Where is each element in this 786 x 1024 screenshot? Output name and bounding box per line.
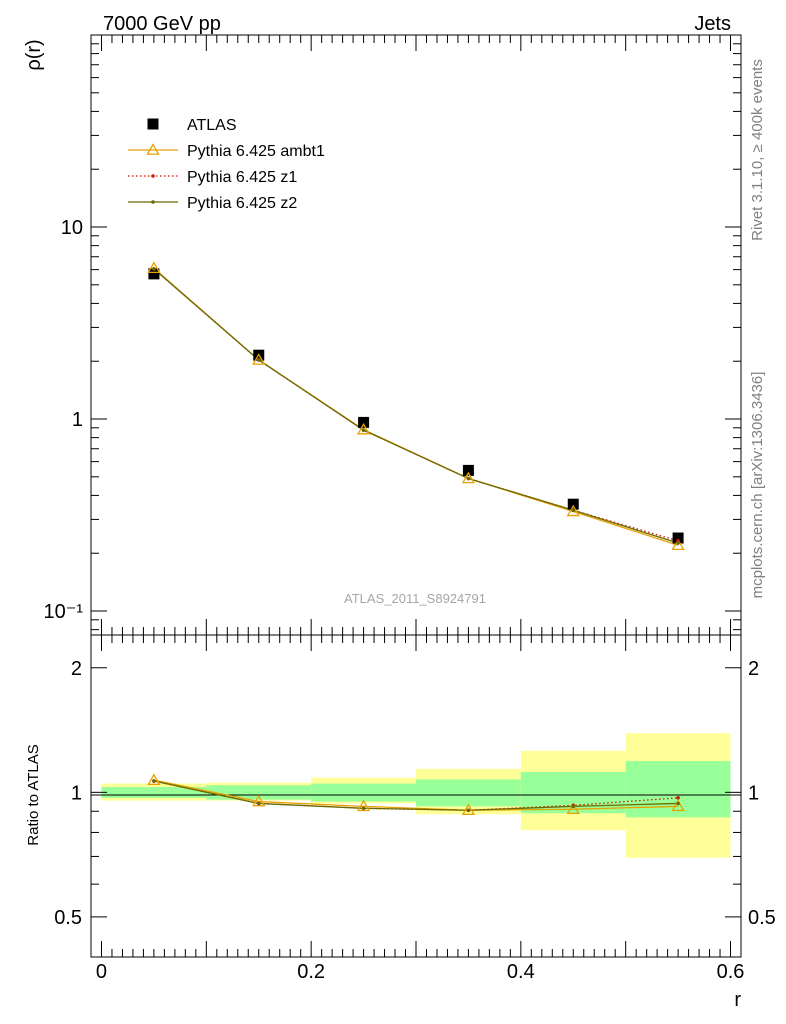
main-point-3-3: [466, 476, 471, 481]
ratio-band-inner: [625, 761, 731, 818]
ratio-panel: 0.5 0.5 1 1 2 2 0 0.2 0.4 0.6 Ratio to ATLAS r: [25, 35, 776, 1011]
header-right: Jets: [694, 13, 731, 35]
main-point-0-5: [672, 532, 684, 544]
ratio-ytick-label-right: 0.5: [748, 907, 776, 929]
main-marks: [147, 261, 685, 551]
ratio-ytick-label-right: 2: [748, 658, 759, 680]
legend-marker-0: [147, 118, 159, 130]
rivet-label-group: Rivet 3.1.10, ≥ 400k events: [749, 59, 766, 241]
ratio-point-0-3: [461, 803, 476, 816]
main-ytick-label: 10⁻¹: [44, 601, 84, 623]
main-point-0-2: [358, 416, 370, 428]
main-series-line-1: [153, 267, 679, 546]
x-axis-label: r: [734, 989, 741, 1011]
main-ytick-label: 1: [72, 409, 83, 431]
ratio-marks: [147, 773, 685, 816]
ratio-point-0-0: [147, 773, 161, 785]
main-ylabel: ρ(r): [23, 39, 45, 70]
x-tick-label: 0.4: [507, 961, 535, 983]
ratio-yticks: 0.5 0.5 1 1 2 2: [54, 658, 776, 958]
legend: ATLAS Pythia 6.425 ambt1 Pythia 6.425 z1 Py…: [128, 117, 325, 212]
main-panel: ATLAS_2011_S8924791 ρ(r) 10⁻¹ 1 10 ATLAS Py…: [23, 34, 742, 636]
ratio-ylabel: Ratio to ATLAS: [25, 744, 42, 845]
xticks: 0 0.2 0.4 0.6: [96, 35, 745, 983]
legend-label-3: Pythia 6.425 z2: [187, 195, 297, 212]
main-point-0-0: [148, 268, 160, 280]
legend-label-0: ATLAS: [187, 117, 237, 134]
main-point-1-3: [461, 471, 476, 484]
legend-marker-2: [151, 174, 155, 178]
ratio-frame: [90, 634, 742, 958]
ratio-point-2-3: [466, 808, 471, 813]
ratio-point-0-2: [356, 799, 371, 812]
main-point-3-2: [361, 428, 366, 432]
ratio-point-1-5: [676, 796, 680, 800]
rivet-label: Rivet 3.1.10, ≥ 400k events: [749, 59, 766, 241]
main-point-3-4: [571, 508, 576, 513]
main-point-1-5: [671, 538, 685, 551]
legend-marker-3: [151, 200, 155, 204]
ratio-ytick-label-right: 1: [748, 782, 759, 804]
main-series-line-3: [153, 268, 679, 544]
ratio-ytick-label-left: 0.5: [54, 907, 82, 929]
main-point-1-2: [356, 422, 371, 435]
header-left: 7000 GeV pp: [103, 13, 221, 35]
legend-marker-1: [146, 143, 160, 155]
ratio-point-2-5: [676, 801, 680, 806]
ratio-band-inner: [311, 783, 416, 802]
ratio-ytick-label-left: 1: [71, 782, 82, 804]
ratio-point-0-5: [671, 799, 685, 812]
ratio-point-2-2: [361, 806, 366, 811]
ratio-point-2-4: [571, 804, 576, 809]
legend-label-1: Pythia 6.425 ambt1: [187, 143, 325, 160]
watermark: ATLAS_2011_S8924791: [344, 591, 486, 606]
ratio-band-inner: [206, 785, 312, 800]
x-tick-label: 0.6: [717, 961, 745, 983]
ratio-ytick-label-left: 2: [71, 658, 82, 680]
legend-label-2: Pythia 6.425 z1: [187, 169, 297, 186]
main-point-1-4: [566, 504, 580, 517]
ratio-series-line-2: [153, 780, 679, 811]
ratio-series-line-0: [153, 779, 679, 811]
main-point-0-3: [462, 464, 474, 476]
main-point-1-1: [252, 353, 266, 365]
main-yticks: 10⁻¹ 1 10: [44, 34, 741, 631]
x-tick-label: 0.2: [297, 961, 325, 983]
ratio-band-inner: [101, 787, 207, 798]
main-ytick-label: 10: [61, 217, 83, 239]
main-point-0-4: [567, 498, 579, 510]
main-point-3-1: [256, 358, 261, 362]
x-tick-label: 0: [96, 961, 107, 983]
mcplots-label: mcplots.cern.ch [arXiv:1306.3436]: [749, 372, 766, 599]
ratio-point-0-4: [566, 802, 580, 815]
ratio-point-2-1: [256, 801, 261, 806]
mcplots-label-group: mcplots.cern.ch [arXiv:1306.3436]: [749, 372, 766, 599]
main-point-3-5: [676, 541, 680, 545]
main-ylabel-group: ρ(r): [23, 39, 45, 70]
main-series-line-2: [153, 268, 679, 542]
ratio-point-0-1: [252, 794, 266, 807]
ratio-ylabel-group: Ratio to ATLAS: [25, 744, 42, 845]
ratio-band-inner: [416, 779, 521, 807]
main-point-1-0: [147, 261, 161, 273]
ratio-point-2-0: [152, 779, 156, 783]
main-point-3-0: [152, 267, 156, 271]
